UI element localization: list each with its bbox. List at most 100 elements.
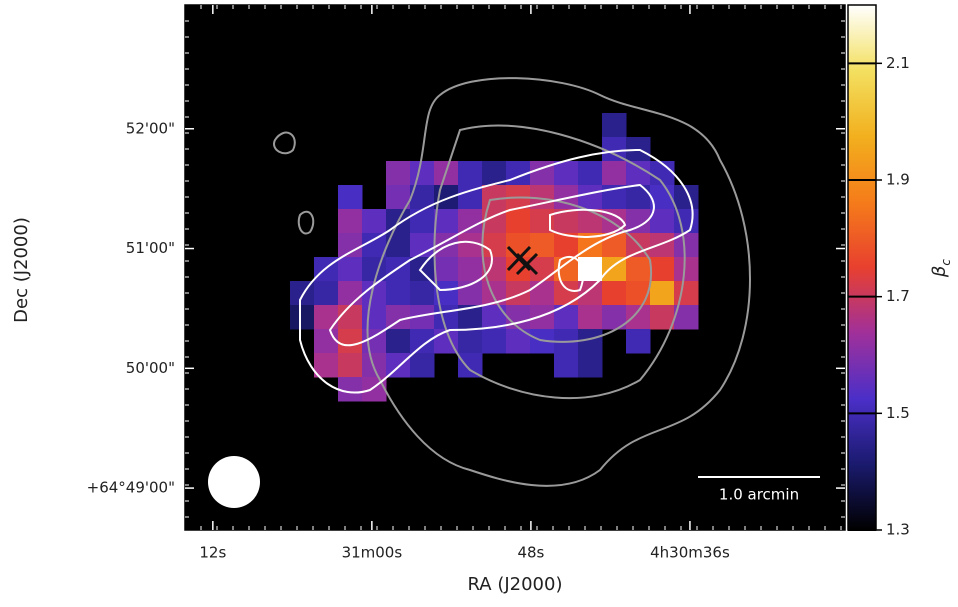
cell bbox=[338, 377, 363, 402]
x-axis-label: RA (J2000) bbox=[468, 574, 563, 595]
cell bbox=[458, 161, 483, 186]
cell bbox=[554, 353, 579, 378]
cell bbox=[410, 257, 435, 282]
cell bbox=[602, 161, 627, 186]
cell bbox=[386, 281, 411, 306]
cell bbox=[602, 233, 627, 258]
cell bbox=[410, 329, 435, 354]
cell bbox=[410, 209, 435, 234]
center-marker bbox=[506, 245, 539, 276]
cell bbox=[626, 185, 651, 210]
cell bbox=[410, 353, 435, 378]
cell bbox=[674, 281, 699, 306]
cell bbox=[338, 233, 363, 258]
cell bbox=[578, 257, 603, 282]
cell bbox=[506, 305, 531, 330]
colorbar-tick-label: 1.3 bbox=[886, 521, 910, 539]
cell bbox=[602, 113, 627, 138]
cell bbox=[314, 353, 339, 378]
cell bbox=[314, 281, 339, 306]
cell bbox=[506, 281, 531, 306]
colorbar-label: βc bbox=[929, 259, 953, 279]
cell bbox=[578, 161, 603, 186]
cell bbox=[650, 233, 675, 258]
cell bbox=[362, 305, 387, 330]
colorbar-symbol: β bbox=[929, 266, 950, 279]
cell bbox=[626, 305, 651, 330]
cell bbox=[434, 305, 459, 330]
cell bbox=[602, 257, 627, 282]
y-tick-label: 50'00" bbox=[126, 359, 175, 377]
cell bbox=[362, 257, 387, 282]
cell bbox=[554, 281, 579, 306]
cell bbox=[602, 281, 627, 306]
cell bbox=[290, 305, 315, 330]
beam bbox=[208, 456, 260, 508]
cell bbox=[578, 305, 603, 330]
cell bbox=[362, 209, 387, 234]
colorbar-tick-label: 1.7 bbox=[886, 287, 910, 305]
cell bbox=[674, 257, 699, 282]
cell bbox=[506, 209, 531, 234]
cell bbox=[338, 185, 363, 210]
y-tick-label: 52'00" bbox=[126, 119, 175, 137]
cell bbox=[362, 353, 387, 378]
colorbar-tick-label: 1.9 bbox=[886, 171, 910, 189]
cell bbox=[458, 329, 483, 354]
scale-bar-label: 1.0 arcmin bbox=[719, 486, 799, 504]
contours-gray bbox=[273, 77, 751, 487]
plot-frame bbox=[184, 4, 846, 531]
cell bbox=[650, 209, 675, 234]
cell bbox=[650, 305, 675, 330]
contours-white bbox=[299, 148, 694, 394]
cell bbox=[482, 329, 507, 354]
cell bbox=[386, 329, 411, 354]
cell bbox=[626, 161, 651, 186]
cell bbox=[338, 281, 363, 306]
cell bbox=[314, 329, 339, 354]
cell bbox=[458, 209, 483, 234]
cell bbox=[410, 161, 435, 186]
cell bbox=[338, 305, 363, 330]
cell bbox=[410, 281, 435, 306]
cell bbox=[458, 353, 483, 378]
cell bbox=[434, 209, 459, 234]
cell bbox=[530, 233, 555, 258]
cell bbox=[338, 353, 363, 378]
cell bbox=[650, 281, 675, 306]
cell bbox=[482, 233, 507, 258]
cell bbox=[458, 233, 483, 258]
y-tick-label: 51'00" bbox=[126, 239, 175, 257]
x-tick-label: 12s bbox=[199, 544, 226, 562]
cell bbox=[338, 257, 363, 282]
cell bbox=[386, 161, 411, 186]
cell bbox=[626, 281, 651, 306]
cell bbox=[626, 329, 651, 354]
cell bbox=[530, 305, 555, 330]
colorbar bbox=[847, 4, 877, 531]
cell bbox=[626, 257, 651, 282]
cell bbox=[650, 257, 675, 282]
colorbar-tick-label: 2.1 bbox=[886, 54, 910, 72]
cell bbox=[362, 233, 387, 258]
x-tick-label: 48s bbox=[517, 544, 544, 562]
cell bbox=[314, 305, 339, 330]
cell bbox=[338, 329, 363, 354]
cell bbox=[578, 209, 603, 234]
colorbar-tick-label: 1.5 bbox=[886, 404, 910, 422]
cell bbox=[482, 185, 507, 210]
x-tick-label: 31m00s bbox=[342, 544, 403, 562]
x-tick-label: 4h30m36s bbox=[650, 544, 730, 562]
cell bbox=[338, 209, 363, 234]
y-tick-label: +64°49'00" bbox=[87, 479, 175, 497]
cell bbox=[386, 257, 411, 282]
cell bbox=[554, 161, 579, 186]
y-axis-label: Dec (J2000) bbox=[11, 217, 32, 323]
cell bbox=[530, 281, 555, 306]
colorbar-subscript: c bbox=[939, 259, 953, 266]
cell bbox=[578, 353, 603, 378]
cell bbox=[458, 257, 483, 282]
cell bbox=[578, 185, 603, 210]
cell bbox=[434, 257, 459, 282]
